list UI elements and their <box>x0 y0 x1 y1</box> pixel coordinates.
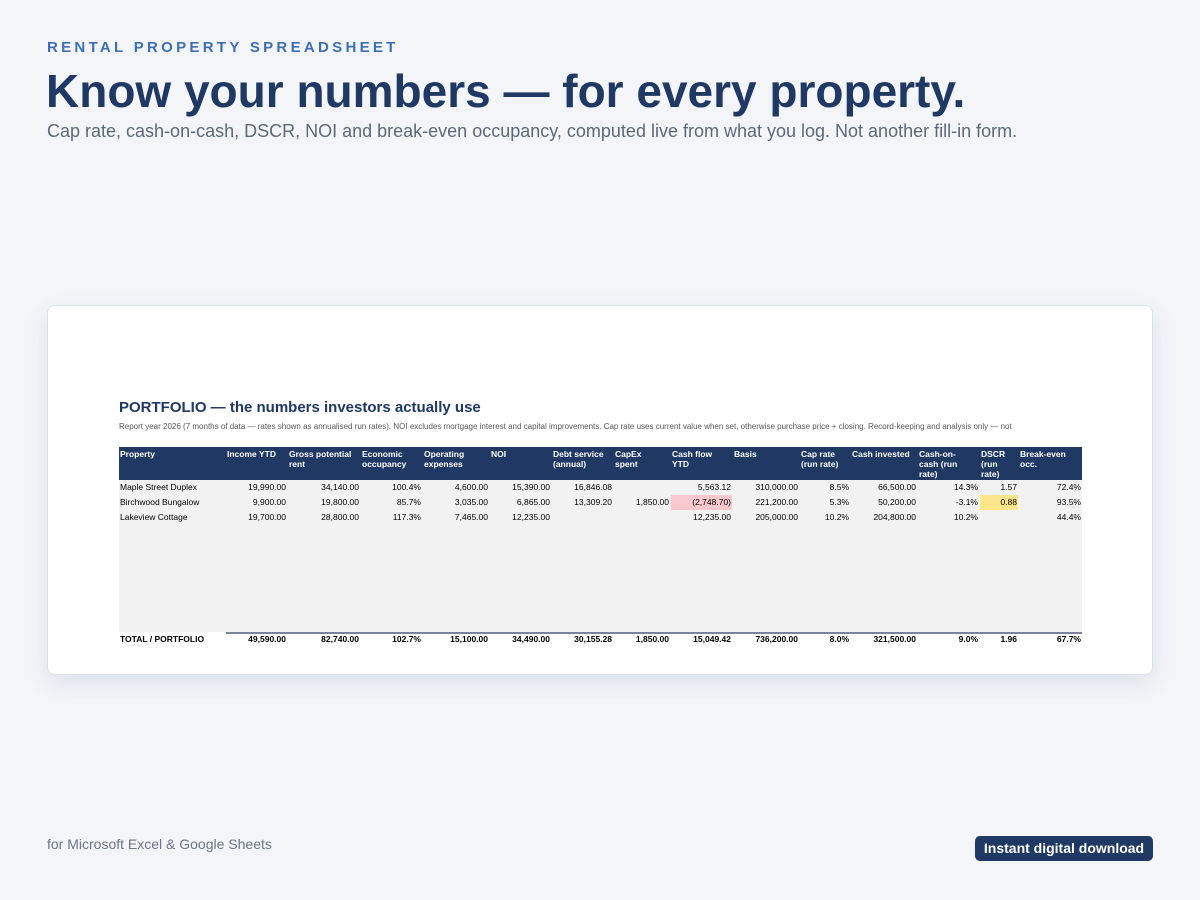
cell-economic-occupancy[interactable]: 117.3% <box>392 512 421 522</box>
total-gross-potential-rent[interactable]: 82,740.00 <box>321 634 359 644</box>
total-economic-occupancy[interactable]: 102.7% <box>392 634 421 644</box>
cell-gross-potential-rent[interactable]: 28,800.00 <box>321 512 359 522</box>
sheet-note: Report year 2026 (7 months of data — rat… <box>119 422 1012 431</box>
cell-capex-spent[interactable] <box>614 480 670 495</box>
cell-cash-invested[interactable]: 66,500.00 <box>878 482 916 492</box>
cell-break-even-occupancy[interactable]: 72.4% <box>1056 482 1081 492</box>
table-row: Lakeview Cottage 19,700.00 28,800.00 117… <box>119 510 1082 525</box>
total-debt-service[interactable]: 30,155.28 <box>574 634 612 644</box>
cell-debt-service[interactable]: 16,846.08 <box>574 482 612 492</box>
eyebrow: RENTAL PROPERTY SPREADSHEET <box>47 39 399 56</box>
cell-cap-rate[interactable]: 10.2% <box>824 512 849 522</box>
cell-basis[interactable]: 221,200.00 <box>755 497 798 507</box>
cell-cap-rate[interactable]: 8.5% <box>829 482 849 492</box>
cell-property[interactable]: Maple Street Duplex <box>120 482 198 492</box>
total-cash-flow-ytd[interactable]: 15,049.42 <box>693 634 731 644</box>
header-capex-spent[interactable]: CapEx spent <box>615 449 642 469</box>
cell-noi[interactable]: 12,235.00 <box>512 512 550 522</box>
cell-cash-flow-ytd[interactable]: 12,235.00 <box>693 512 731 522</box>
cell-cap-rate[interactable]: 5.3% <box>829 497 849 507</box>
total-label[interactable]: TOTAL / PORTFOLIO <box>120 634 205 644</box>
total-cap-rate[interactable]: 8.0% <box>829 634 849 644</box>
cell-cash-on-cash[interactable]: -3.1% <box>955 497 978 507</box>
grid-body <box>119 480 1082 632</box>
total-cash-on-cash[interactable]: 9.0% <box>958 634 978 644</box>
table-row: Maple Street Duplex 19,990.00 34,140.00 … <box>119 480 1082 495</box>
header-row: Property Income YTD Gross potential rent… <box>119 447 1082 480</box>
total-income-ytd[interactable]: 49,590.00 <box>248 634 286 644</box>
cell-basis[interactable]: 205,000.00 <box>755 512 798 522</box>
cell-property[interactable]: Lakeview Cottage <box>120 512 188 522</box>
sheet-title: PORTFOLIO — the numbers investors actual… <box>119 399 481 416</box>
cell-capex-spent[interactable]: 1,850.00 <box>635 497 669 507</box>
cell-dscr[interactable]: 1.57 <box>1000 482 1017 492</box>
header-cash-invested[interactable]: Cash invested <box>852 449 910 459</box>
header-operating-expenses[interactable]: Operating expenses <box>424 449 465 469</box>
total-operating-expenses[interactable]: 15,100.00 <box>450 634 488 644</box>
cell-dscr[interactable] <box>980 510 1018 525</box>
header-income-ytd[interactable]: Income YTD <box>227 449 276 459</box>
header-noi[interactable]: NOI <box>491 449 507 459</box>
footer-platform-note: for Microsoft Excel & Google Sheets <box>47 836 272 852</box>
table-row: Birchwood Bungalow 9,900.00 19,800.00 85… <box>119 495 1082 510</box>
cell-break-even-occupancy[interactable]: 44.4% <box>1056 512 1081 522</box>
header-break-even-occupancy[interactable]: Break-even occ. <box>1020 449 1066 469</box>
header-cap-rate[interactable]: Cap rate (run rate) <box>801 449 839 469</box>
total-basis[interactable]: 736,200.00 <box>755 634 798 644</box>
subhead: Cap rate, cash-on-cash, DSCR, NOI and br… <box>47 121 1018 141</box>
cell-income-ytd[interactable]: 19,990.00 <box>248 482 286 492</box>
cell-property[interactable]: Birchwood Bungalow <box>120 497 200 507</box>
portfolio-grid: Property Income YTD Gross potential rent… <box>119 447 1082 648</box>
cell-cash-flow-ytd-negative[interactable]: (2,748.70) <box>671 495 732 510</box>
cell-income-ytd[interactable]: 9,900.00 <box>252 497 286 507</box>
cell-income-ytd[interactable]: 19,700.00 <box>248 512 286 522</box>
cell-debt-service[interactable]: 13,309.20 <box>574 497 612 507</box>
total-divider <box>226 632 1082 634</box>
spreadsheet-card: PORTFOLIO — the numbers investors actual… <box>47 305 1153 675</box>
header-basis[interactable]: Basis <box>734 449 757 459</box>
total-noi[interactable]: 34,490.00 <box>512 634 550 644</box>
header-property[interactable]: Property <box>120 449 155 459</box>
header-gross-potential-rent[interactable]: Gross potential rent <box>289 449 352 469</box>
instant-download-badge[interactable]: Instant digital download <box>975 836 1153 861</box>
total-row: TOTAL / PORTFOLIO 49,590.00 82,740.00 10… <box>119 632 1082 647</box>
cell-operating-expenses[interactable]: 4,600.00 <box>454 482 488 492</box>
cell-break-even-occupancy[interactable]: 93.5% <box>1056 497 1081 507</box>
cell-cash-on-cash[interactable]: 10.2% <box>953 512 978 522</box>
cell-noi[interactable]: 15,390.00 <box>512 482 550 492</box>
cell-cash-on-cash[interactable]: 14.3% <box>953 482 978 492</box>
cell-dscr-warning[interactable]: 0.88 <box>980 495 1018 510</box>
total-cash-invested[interactable]: 321,500.00 <box>873 634 916 644</box>
cell-operating-expenses[interactable]: 3,035.00 <box>454 497 488 507</box>
header-cash-flow-ytd[interactable]: Cash flow YTD <box>672 449 713 469</box>
cell-debt-service[interactable] <box>552 510 613 525</box>
total-break-even-occupancy[interactable]: 67.7% <box>1056 634 1081 644</box>
total-dscr[interactable]: 1.96 <box>1000 634 1017 644</box>
header-dscr[interactable]: DSCR (run rate) <box>981 449 1006 479</box>
total-capex-spent[interactable]: 1,850.00 <box>635 634 669 644</box>
cell-noi[interactable]: 6,865.00 <box>516 497 550 507</box>
cell-cash-invested[interactable]: 204,800.00 <box>873 512 916 522</box>
header-cash-on-cash[interactable]: Cash-on-cash (run rate) <box>919 449 958 479</box>
cell-basis[interactable]: 310,000.00 <box>755 482 798 492</box>
cell-operating-expenses[interactable]: 7,465.00 <box>454 512 488 522</box>
cell-gross-potential-rent[interactable]: 34,140.00 <box>321 482 359 492</box>
cell-gross-potential-rent[interactable]: 19,800.00 <box>321 497 359 507</box>
cell-capex-spent[interactable] <box>614 510 670 525</box>
header-economic-occupancy[interactable]: Economic occupancy <box>362 449 407 469</box>
header-debt-service[interactable]: Debt service (annual) <box>553 449 604 469</box>
cell-economic-occupancy[interactable]: 85.7% <box>396 497 421 507</box>
cell-cash-flow-ytd[interactable]: 5,563.12 <box>697 482 731 492</box>
cell-economic-occupancy[interactable]: 100.4% <box>392 482 421 492</box>
headline: Know your numbers — for every property. <box>46 65 966 117</box>
cell-cash-invested[interactable]: 50,200.00 <box>878 497 916 507</box>
